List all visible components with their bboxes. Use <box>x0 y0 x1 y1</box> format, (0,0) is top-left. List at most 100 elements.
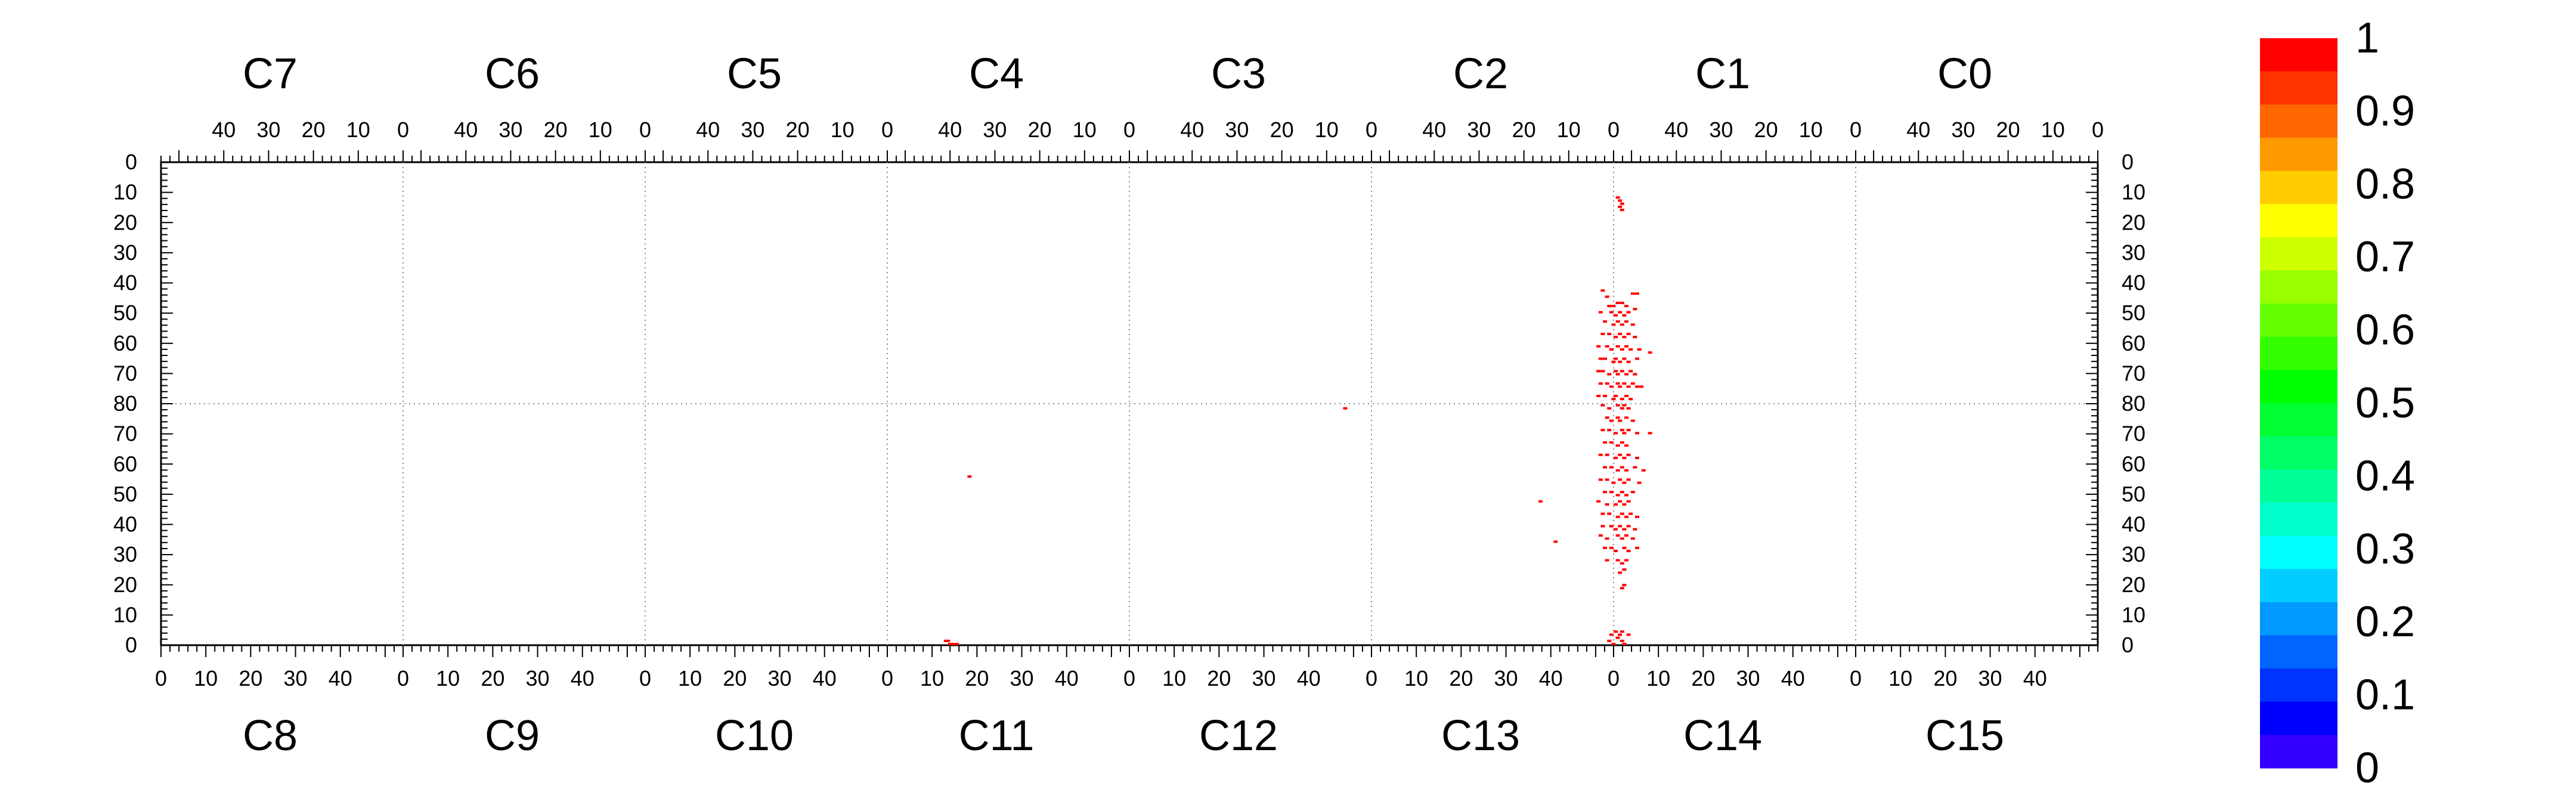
bottom-x-tick-label: 30 <box>768 666 792 691</box>
colorbar-swatch <box>2260 304 2337 338</box>
chip-labels: C7 C6 C5 C4 C3 C2 C1 C0 C8 C9 C10 C11 C12 C13 C14 C15 <box>243 50 2004 760</box>
hit-pixel <box>1639 385 1644 388</box>
top-x-tick-label: 10 <box>1073 117 1097 142</box>
colorbar-tick-label: 0 <box>2355 744 2379 792</box>
top-x-tick-label: 40 <box>696 117 720 142</box>
hit-pixel <box>1626 525 1631 528</box>
colorbar-swatch <box>2260 336 2337 370</box>
top-x-tick-label: 10 <box>589 117 612 142</box>
top-x-tick-label: 20 <box>302 117 326 142</box>
hit-pixel <box>1624 534 1628 537</box>
left-y-tick-label: 80 <box>113 391 137 416</box>
right-y-tick-label: 20 <box>2122 572 2145 597</box>
hit-pixel <box>1615 404 1620 407</box>
bottom-x-tick-label: 20 <box>481 666 504 691</box>
hit-pixel <box>1598 382 1603 385</box>
colorbar-swatch <box>2260 469 2337 503</box>
hit-pixel <box>1620 323 1624 326</box>
chip-label-bottom: C11 <box>959 712 1035 760</box>
hit-pixel <box>1596 370 1601 373</box>
hit-pixel <box>1605 478 1609 481</box>
hit-pixel <box>1637 348 1642 351</box>
hit-pixel <box>1633 528 1637 531</box>
hit-pixel <box>1620 348 1624 351</box>
bottom-x-tick-label: 10 <box>436 666 460 691</box>
hit-pixel <box>1605 537 1609 540</box>
top-x-tick-label: 30 <box>1709 117 1733 142</box>
hit-pixel <box>1603 395 1607 397</box>
hit-pixel <box>1614 457 1618 459</box>
right-y-tick-label: 60 <box>2122 451 2145 476</box>
colorbar-swatch <box>2260 502 2337 537</box>
hit-pixel <box>1624 515 1628 518</box>
hit-pixel <box>1605 416 1609 419</box>
bottom-x-tick-label: 10 <box>1888 666 1912 691</box>
chip-label-top: C1 <box>1695 50 1750 98</box>
right-y-tick-label: 0 <box>2122 633 2134 657</box>
hit-pixel <box>1620 302 1624 304</box>
hit-pixel <box>1620 562 1624 565</box>
hit-pixel <box>1598 357 1603 360</box>
hit-pixel <box>1609 311 1614 314</box>
top-x-tick-label: 30 <box>983 117 1007 142</box>
right-y-tick-label: 50 <box>2122 482 2145 506</box>
hit-pixel <box>1603 357 1607 360</box>
colorbar-swatch <box>2260 171 2337 205</box>
hit-pixel <box>950 643 955 645</box>
colorbar: 1 0.9 0.8 0.7 0.6 0.5 0.4 0.3 0.2 0.1 0 <box>2260 14 2415 792</box>
hit-pixel <box>1603 441 1607 444</box>
hit-pixel <box>1609 385 1614 388</box>
chip-label-bottom: C10 <box>715 712 794 760</box>
right-y-tick-label: 60 <box>2122 331 2145 355</box>
left-y-tick-label: 40 <box>113 271 137 295</box>
hit-pixel <box>1605 382 1609 385</box>
hit-pixel <box>1607 407 1612 410</box>
hit-pixel <box>1635 457 1639 459</box>
top-x-tick-label: 20 <box>1754 117 1778 142</box>
bottom-x-tick-label: 30 <box>1494 666 1518 691</box>
hit-pixel <box>1630 419 1635 422</box>
hit-pixel <box>1600 370 1605 373</box>
colorbar-swatch <box>2260 701 2337 735</box>
colorbar-tick-label: 0.8 <box>2355 160 2415 208</box>
chip-label-bottom: C8 <box>243 712 298 760</box>
hit-pixel <box>1614 395 1618 397</box>
hit-pixel <box>1615 373 1620 376</box>
right-y-tick-label: 80 <box>2122 391 2145 416</box>
bottom-x-tick-label: 0 <box>155 666 167 691</box>
colorbar-tick-label: 0.3 <box>2355 525 2415 573</box>
hit-pixel <box>1615 469 1620 472</box>
right-y-tick-label: 40 <box>2122 512 2145 537</box>
hit-pixel <box>1611 643 1616 645</box>
hit-pixel <box>1628 370 1633 373</box>
hit-pixel <box>1620 466 1624 469</box>
hit-pixel <box>1618 385 1623 388</box>
bottom-x-tick-label: 0 <box>1608 666 1620 691</box>
hit-pixel <box>1618 333 1623 335</box>
top-x-tick-label: 30 <box>256 117 280 142</box>
hit-pixel <box>1605 453 1609 456</box>
hit-pixel <box>1620 209 1624 211</box>
hit-pixel <box>1622 404 1627 407</box>
hit-pixel <box>1626 478 1631 481</box>
hit-pixel <box>1607 373 1612 376</box>
bottom-x-tick-label: 10 <box>1404 666 1428 691</box>
bottom-x-tick-label: 30 <box>1252 666 1276 691</box>
hit-pixel <box>954 643 959 645</box>
hit-pixel <box>1614 528 1618 531</box>
top-x-tick-label: 30 <box>1467 117 1491 142</box>
top-x-tick-label: 40 <box>454 117 478 142</box>
hit-pixel <box>1620 370 1624 373</box>
hit-pixel <box>943 639 948 642</box>
hit-pixel <box>1607 639 1612 642</box>
left-y-tick-label: 70 <box>113 422 137 446</box>
hit-pixel <box>1624 320 1628 323</box>
top-x-tick-label: 30 <box>741 117 764 142</box>
right-y-tick-label: 30 <box>2122 542 2145 566</box>
hit-pixel <box>1618 419 1623 422</box>
hit-pixel <box>1609 491 1614 494</box>
hit-pixel <box>1618 571 1623 574</box>
hit-pixel <box>1626 500 1631 503</box>
hit-pixel <box>1615 636 1620 639</box>
hit-pixel <box>1630 382 1635 385</box>
